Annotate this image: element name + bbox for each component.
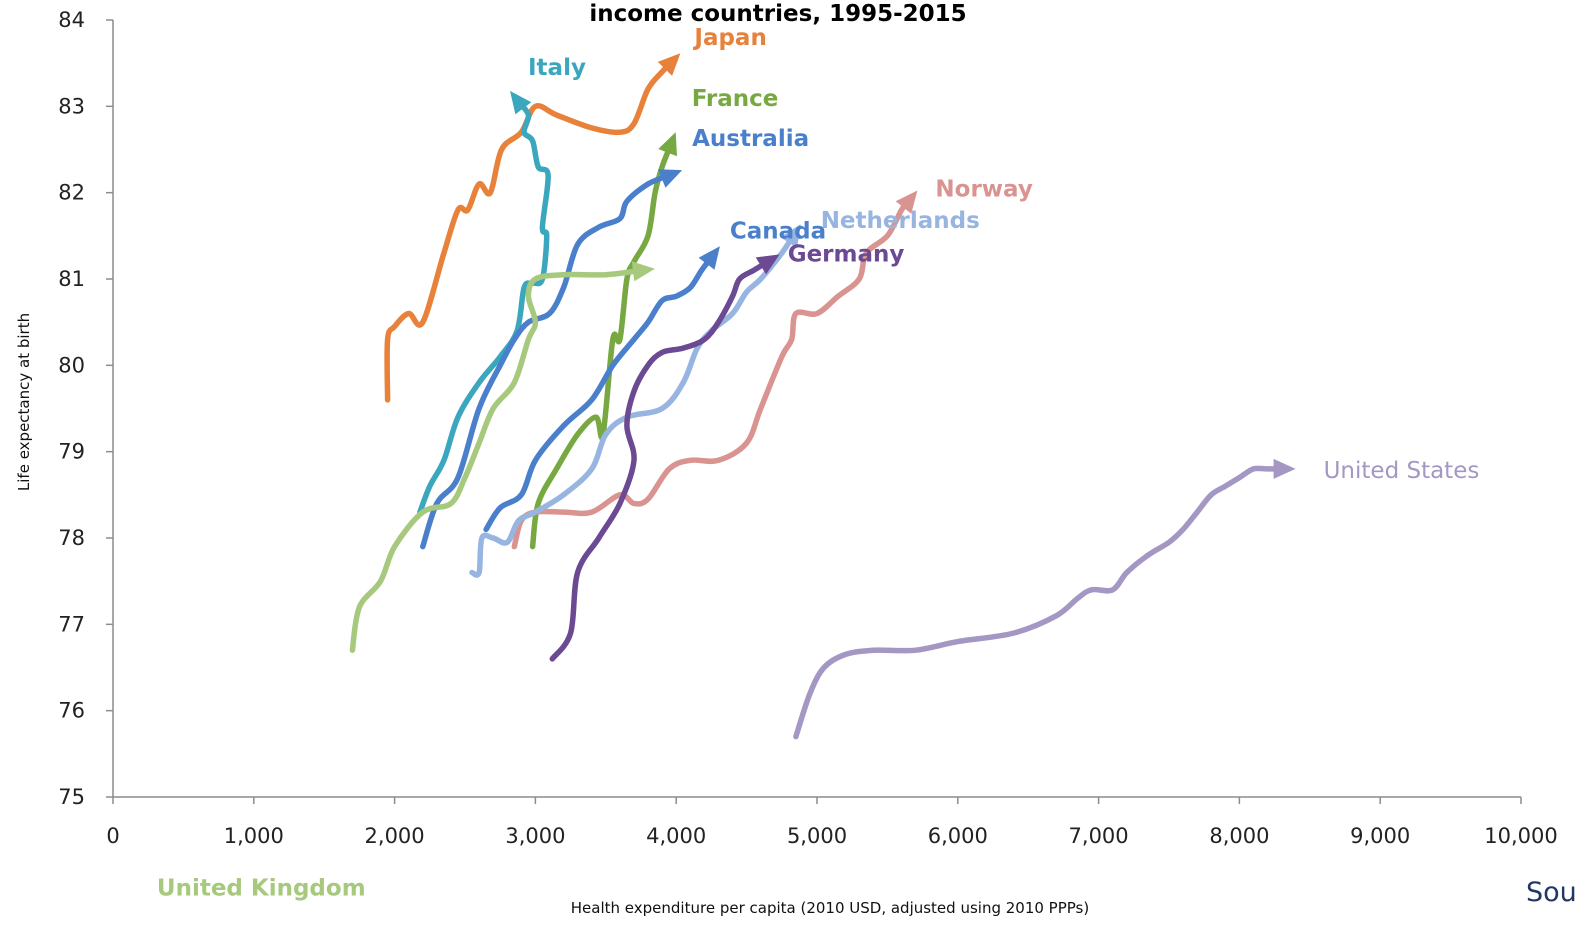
x-axis-title: Health expenditure per capita (2010 USD,… — [571, 899, 1089, 917]
x-tick-label: 7,000 — [1069, 824, 1129, 848]
x-tick-label: 1,000 — [224, 824, 284, 848]
series-arrow-germany — [755, 254, 780, 275]
x-tick-label: 5,000 — [787, 824, 847, 848]
series-label-united-states: United States — [1324, 458, 1480, 484]
y-tick-label: 76 — [58, 699, 85, 723]
series-label-france: France — [692, 86, 779, 112]
series-line-norway — [511, 198, 912, 550]
axes: 75 76 77 78 79 80 81 82 83 84 0 1,000 2,000 3,000 4,00… — [58, 8, 1557, 848]
series-label-canada: Canada — [730, 218, 826, 244]
x-tick-label: 0 — [106, 824, 119, 848]
series-line-united-states — [793, 465, 1285, 740]
y-tick-label: 80 — [58, 353, 85, 377]
y-tick-label: 83 — [58, 94, 85, 118]
series-label-japan: Japan — [692, 25, 766, 51]
series-arrow-canada — [698, 246, 720, 270]
source-note: Sou — [1526, 877, 1577, 908]
series-arrow-france — [658, 132, 677, 157]
series-line-australia — [420, 172, 672, 550]
series-line-france — [529, 142, 674, 550]
x-tick-label: 4,000 — [646, 824, 706, 848]
series-label-germany: Germany — [788, 241, 905, 267]
series-labels: Japan Italy France Australia Canada Norway Net… — [157, 25, 1479, 902]
series-arrow-japan — [657, 53, 681, 76]
series-line-italy — [417, 99, 551, 515]
series-line-netherlands — [469, 233, 796, 578]
y-tick-label: 84 — [58, 8, 85, 32]
chart-title: income countries, 1995-2015 — [589, 1, 966, 27]
series-label-norway: Norway — [935, 177, 1032, 203]
series-line-germany — [549, 258, 771, 662]
series-arrow-united-states — [1273, 458, 1296, 479]
y-tick-label: 82 — [58, 181, 85, 205]
y-tick-label: 77 — [58, 612, 85, 636]
series-label-united-kingdom: United Kingdom — [157, 876, 366, 902]
series-lines — [349, 53, 1296, 740]
y-tick-label: 75 — [58, 785, 85, 809]
x-tick-label: 8,000 — [1209, 824, 1269, 848]
x-tick-label: 9,000 — [1350, 824, 1410, 848]
series-label-australia: Australia — [692, 126, 809, 152]
series-line-canada — [483, 254, 715, 533]
series-arrow-united-kingdom — [631, 261, 655, 282]
series-arrow-netherlands — [780, 224, 801, 248]
series-arrow-norway — [895, 190, 918, 214]
series-line-japan — [384, 60, 674, 403]
x-tick-label: 10,000 — [1484, 824, 1557, 848]
series-arrow-italy — [510, 90, 532, 115]
y-axis-title: Life expectancy at birth — [15, 313, 33, 491]
series-arrow-australia — [658, 169, 683, 188]
y-tick-label: 78 — [58, 526, 85, 550]
x-tick-label: 2,000 — [365, 824, 425, 848]
series-line-united-kingdom — [349, 267, 644, 653]
y-tick-label: 81 — [58, 267, 85, 291]
y-tick-label: 79 — [58, 440, 85, 464]
series-label-italy: Italy — [528, 55, 586, 81]
x-tick-label: 3,000 — [505, 824, 565, 848]
series-label-netherlands: Netherlands — [821, 208, 980, 234]
x-tick-label: 6,000 — [928, 824, 988, 848]
